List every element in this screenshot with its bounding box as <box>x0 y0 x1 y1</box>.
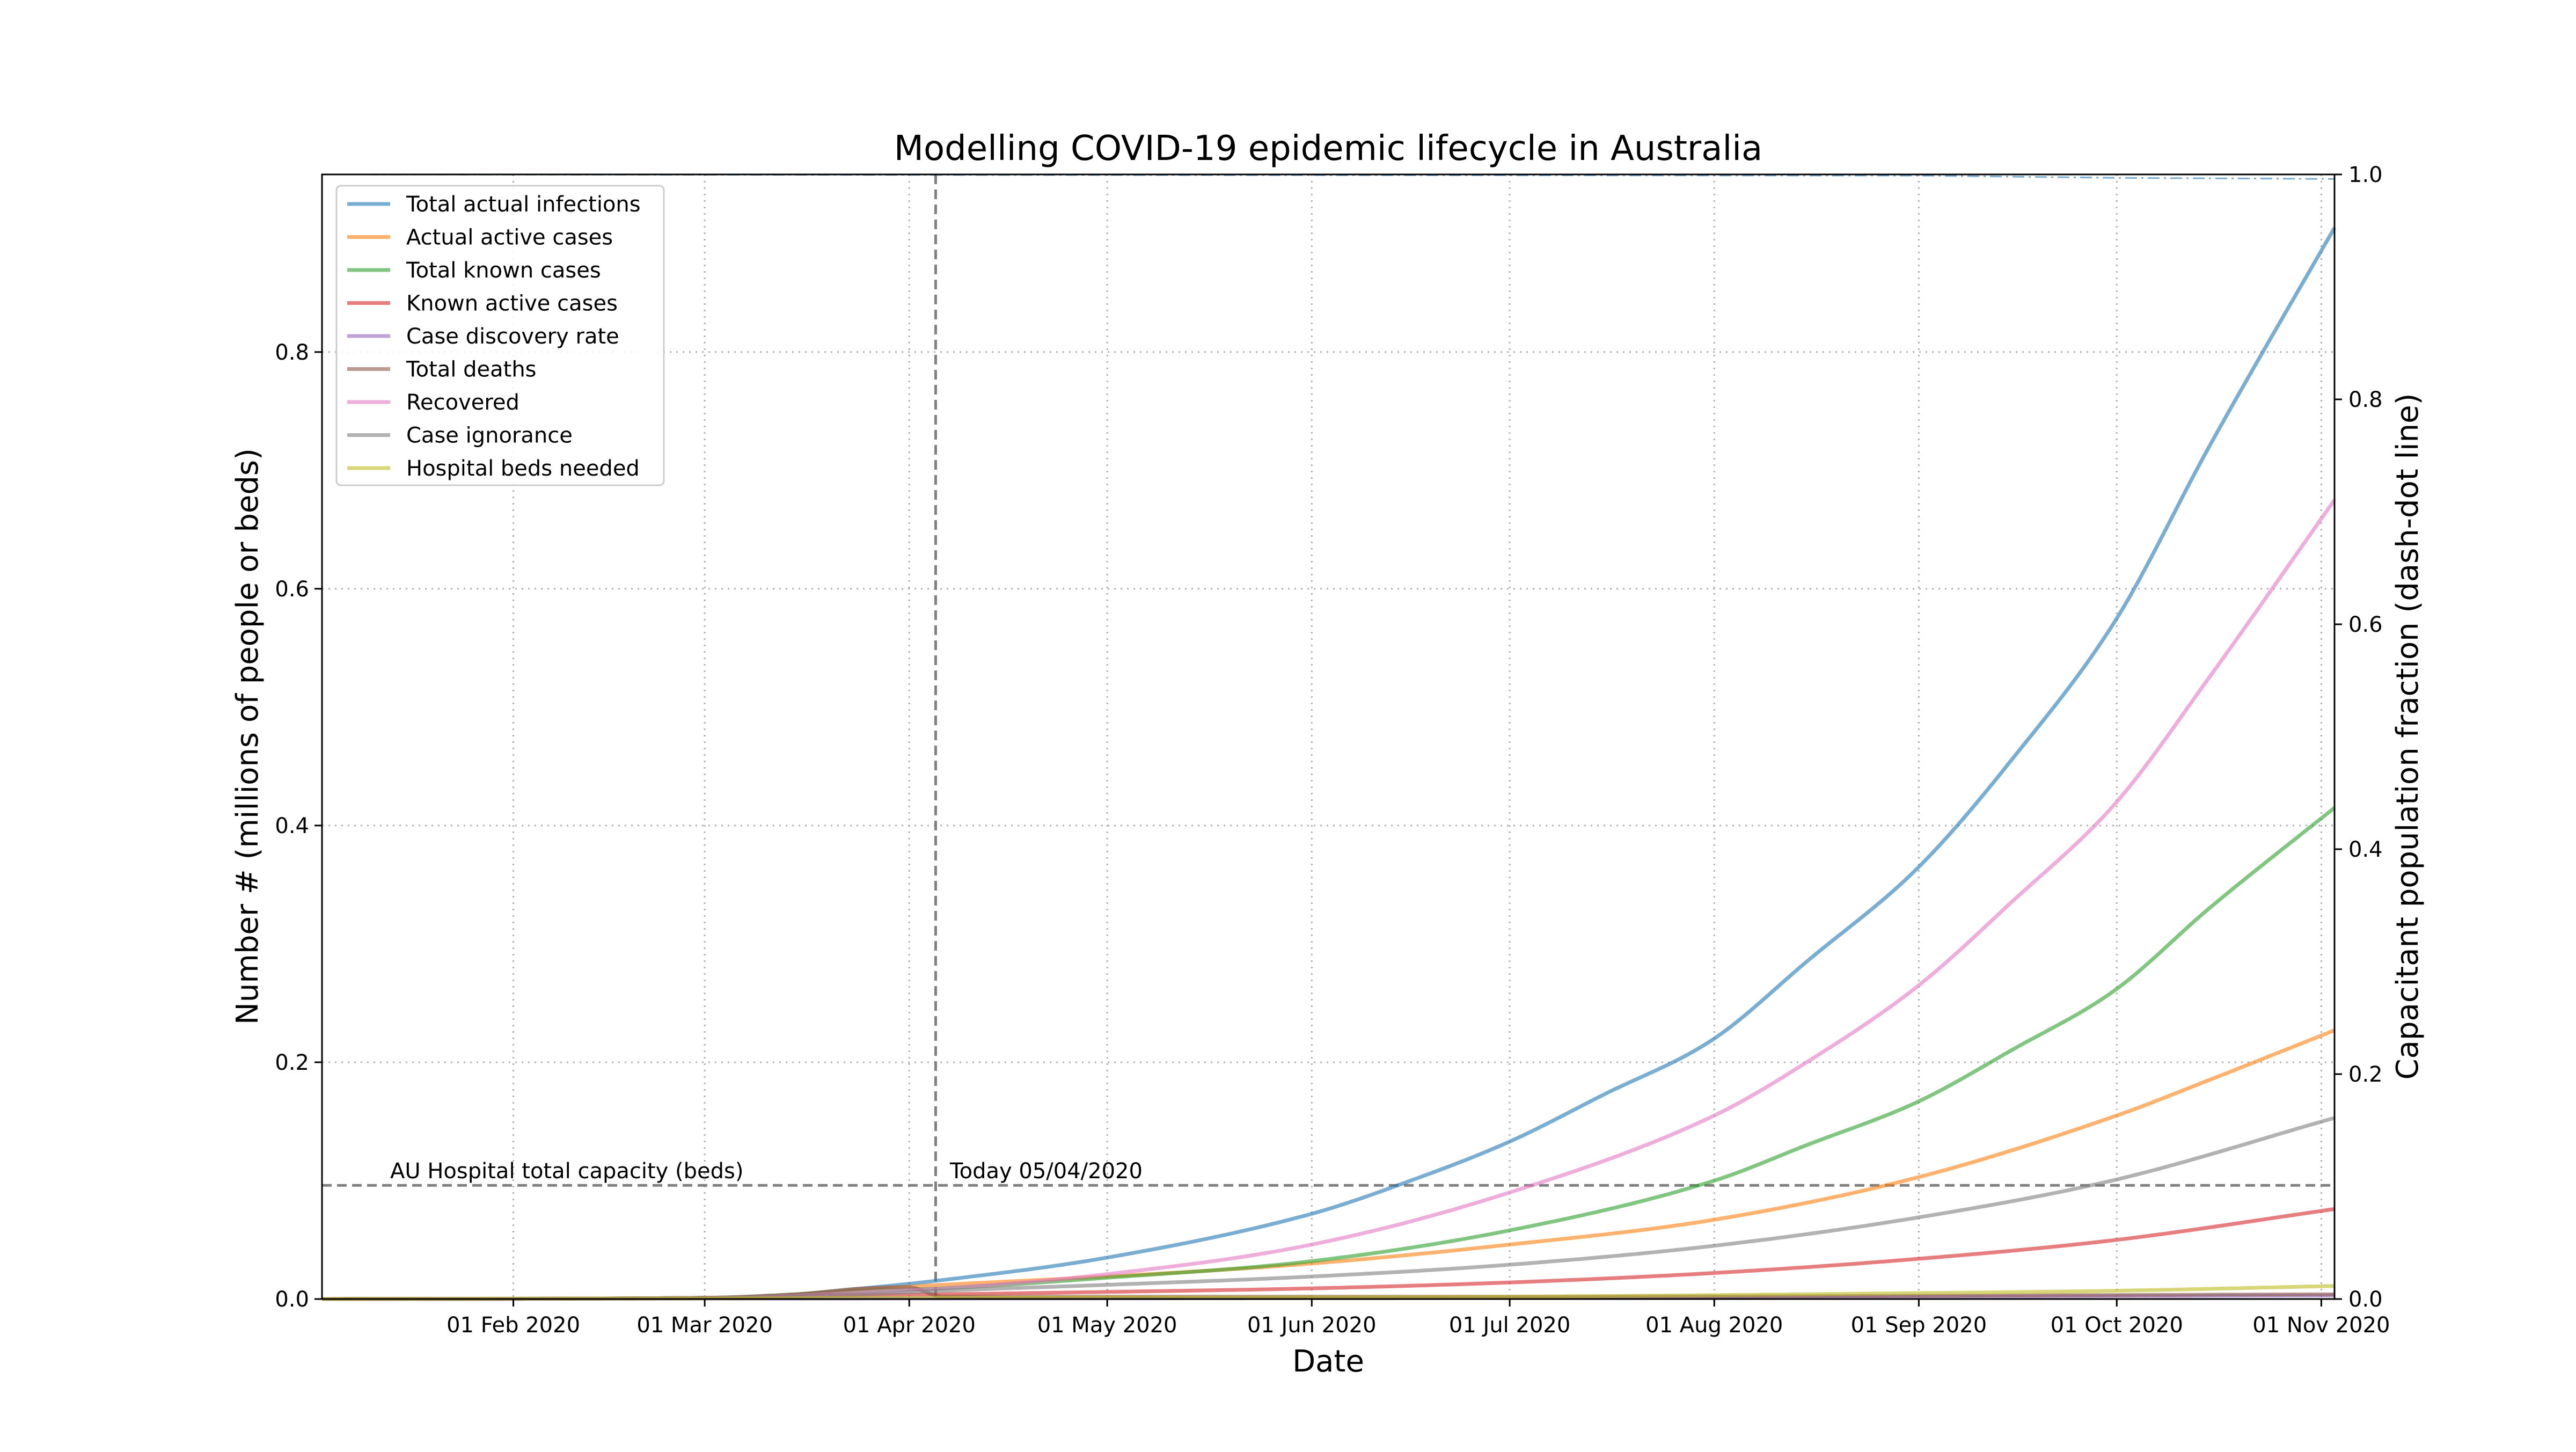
y-tick-label: 0.8 <box>275 340 309 365</box>
y2-tick-label: 0.6 <box>2348 612 2383 637</box>
today-label: Today 05/04/2020 <box>949 1159 1143 1184</box>
legend-label: Recovered <box>406 390 519 415</box>
chart-title: Modelling COVID-19 epidemic lifecycle in… <box>894 129 1762 169</box>
legend-label: Total actual infections <box>406 192 641 217</box>
legend-label: Total deaths <box>406 357 537 382</box>
x-axis: 01 Feb 2020 01 Mar 2020 01 Apr 2020 01 May … <box>447 1299 2390 1338</box>
y-tick-label: 0.4 <box>275 814 309 838</box>
x-axis-label: Date <box>1292 1344 1364 1379</box>
y2-tick-label: 1.0 <box>2348 163 2383 187</box>
x-tick-label: 01 May 2020 <box>1037 1313 1177 1338</box>
x-tick-label: 01 Sep 2020 <box>1851 1313 1987 1338</box>
legend-label: Actual active cases <box>406 225 613 250</box>
y-tick-label: 0.2 <box>275 1050 309 1075</box>
y2-tick-label: 0.4 <box>2348 837 2383 862</box>
plot-frame <box>321 173 2336 1300</box>
reference-lines <box>322 174 2334 1299</box>
y-tick-label: 0.0 <box>275 1287 309 1312</box>
x-tick-label: 01 Nov 2020 <box>2252 1313 2390 1338</box>
y2-tick-label: 0.8 <box>2348 388 2383 412</box>
y2-tick-label: 0.2 <box>2348 1062 2383 1087</box>
x-tick-label: 01 Jul 2020 <box>1449 1313 1570 1338</box>
legend-box <box>335 185 665 486</box>
x-tick-label: 01 Oct 2020 <box>2051 1313 2183 1338</box>
y2-tick-label: 0.0 <box>2348 1287 2383 1312</box>
y-axis-left: 0.0 0.2 0.4 0.6 0.8 <box>275 340 322 1312</box>
legend-label: Hospital beds needed <box>406 456 640 481</box>
y2-axis-label: Capacitant population fraction (dash-dot… <box>2390 393 2425 1080</box>
x-tick-label: 01 Apr 2020 <box>843 1313 976 1338</box>
legend: Total actual infections Actual active cas… <box>335 185 665 486</box>
y-axis-right: 0.0 0.2 0.4 0.6 0.8 1.0 <box>2334 163 2383 1312</box>
hospital-capacity-label: AU Hospital total capacity (beds) <box>390 1159 743 1184</box>
x-tick-label: 01 Jun 2020 <box>1247 1313 1377 1338</box>
legend-label: Case discovery rate <box>406 324 619 349</box>
y-tick-label: 0.6 <box>275 577 309 602</box>
y-axis-label: Number # (millions of people or beds) <box>230 448 265 1025</box>
x-tick-label: 01 Feb 2020 <box>447 1313 580 1338</box>
x-tick-label: 01 Aug 2020 <box>1645 1313 1783 1338</box>
legend-label: Total known cases <box>406 258 601 283</box>
x-tick-label: 01 Mar 2020 <box>636 1313 773 1338</box>
legend-label: Case ignorance <box>406 424 573 448</box>
legend-label: Known active cases <box>406 291 618 316</box>
